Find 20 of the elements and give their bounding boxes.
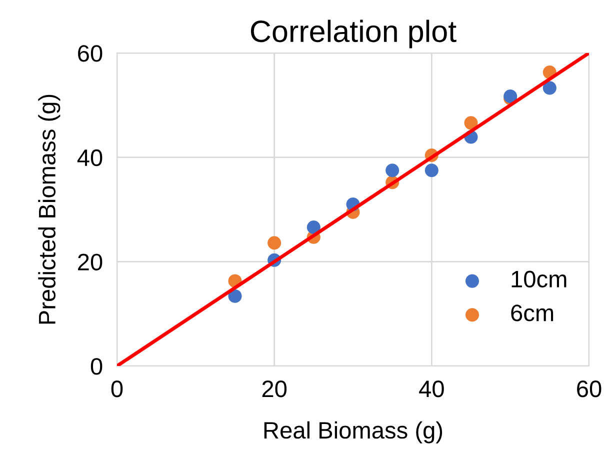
point <box>228 289 242 303</box>
x-tick-label: 20 <box>262 380 287 398</box>
point <box>464 116 478 130</box>
point <box>542 81 556 95</box>
point <box>268 236 282 250</box>
x-tick-label: 40 <box>419 380 444 398</box>
y-axis-title: Predicted Biomass (g) <box>38 94 60 324</box>
x-axis-title: Real Biomass (g) <box>264 421 442 444</box>
y-tick-label: 60 <box>78 45 102 62</box>
legend-label: 6cm <box>511 304 554 322</box>
y-tick-label: 40 <box>77 149 102 166</box>
legend-label: 10cm <box>512 270 566 288</box>
point <box>424 164 438 178</box>
y-tick-label: 0 <box>90 358 102 375</box>
x-tick-label: 0 <box>111 380 123 398</box>
chart-title: Correlation plot <box>250 20 456 48</box>
y-tick-label: 20 <box>78 254 102 270</box>
point <box>386 164 400 178</box>
x-tick-label: 60 <box>577 380 602 398</box>
point <box>306 220 320 234</box>
